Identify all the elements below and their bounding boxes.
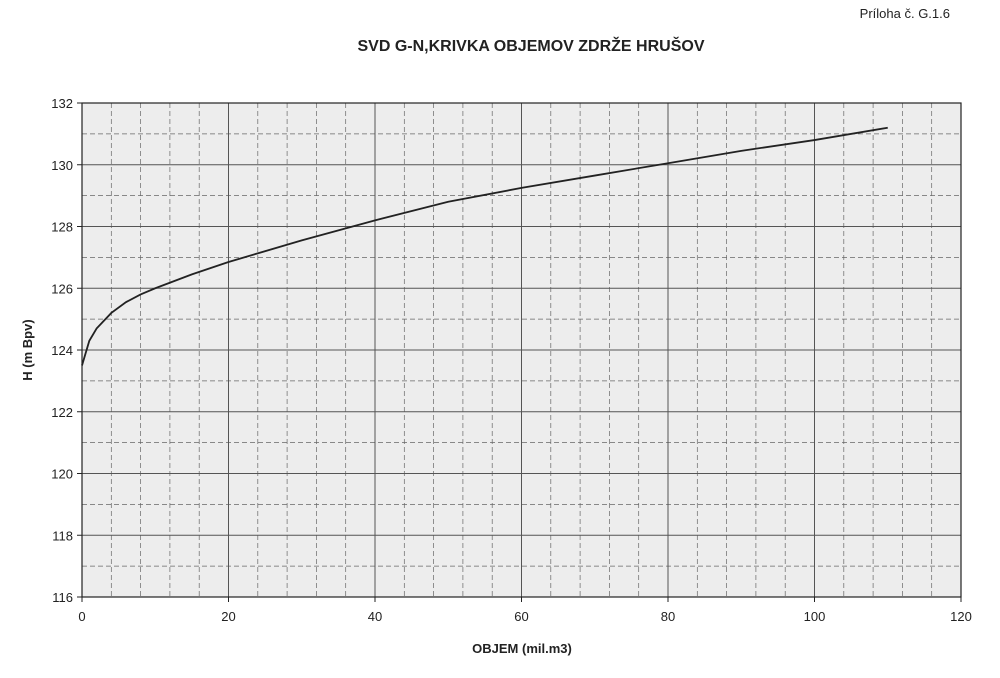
x-tick-label: 0 xyxy=(78,609,85,624)
y-tick-label: 118 xyxy=(52,528,73,543)
chart-title: SVD G-N,KRIVKA OBJEMOV ZDRŽE HRUŠOV xyxy=(358,36,705,55)
y-tick-label: 128 xyxy=(51,220,73,235)
x-tick-label: 60 xyxy=(514,609,528,624)
y-tick-label: 130 xyxy=(51,158,73,173)
plot-border xyxy=(81,102,962,598)
x-tick-label: 120 xyxy=(950,609,972,624)
y-tick-label: 122 xyxy=(51,405,73,420)
y-tick-label: 120 xyxy=(51,467,73,482)
x-tick-label: 80 xyxy=(661,609,675,624)
y-axis-label: H (m Bpv) xyxy=(20,319,35,380)
x-axis-label: OBJEM (mil.m3) xyxy=(472,641,572,656)
annotation: Príloha č. G.1.6 xyxy=(860,6,950,21)
y-tick-label: 126 xyxy=(51,281,73,296)
x-tick-label: 100 xyxy=(804,609,826,624)
y-tick-label: 116 xyxy=(52,590,73,605)
x-tick-label: 40 xyxy=(368,609,382,624)
x-tick-label: 20 xyxy=(221,609,235,624)
y-tick-label: 132 xyxy=(51,96,73,111)
y-tick-label: 124 xyxy=(51,343,73,358)
line-series xyxy=(81,126,888,366)
